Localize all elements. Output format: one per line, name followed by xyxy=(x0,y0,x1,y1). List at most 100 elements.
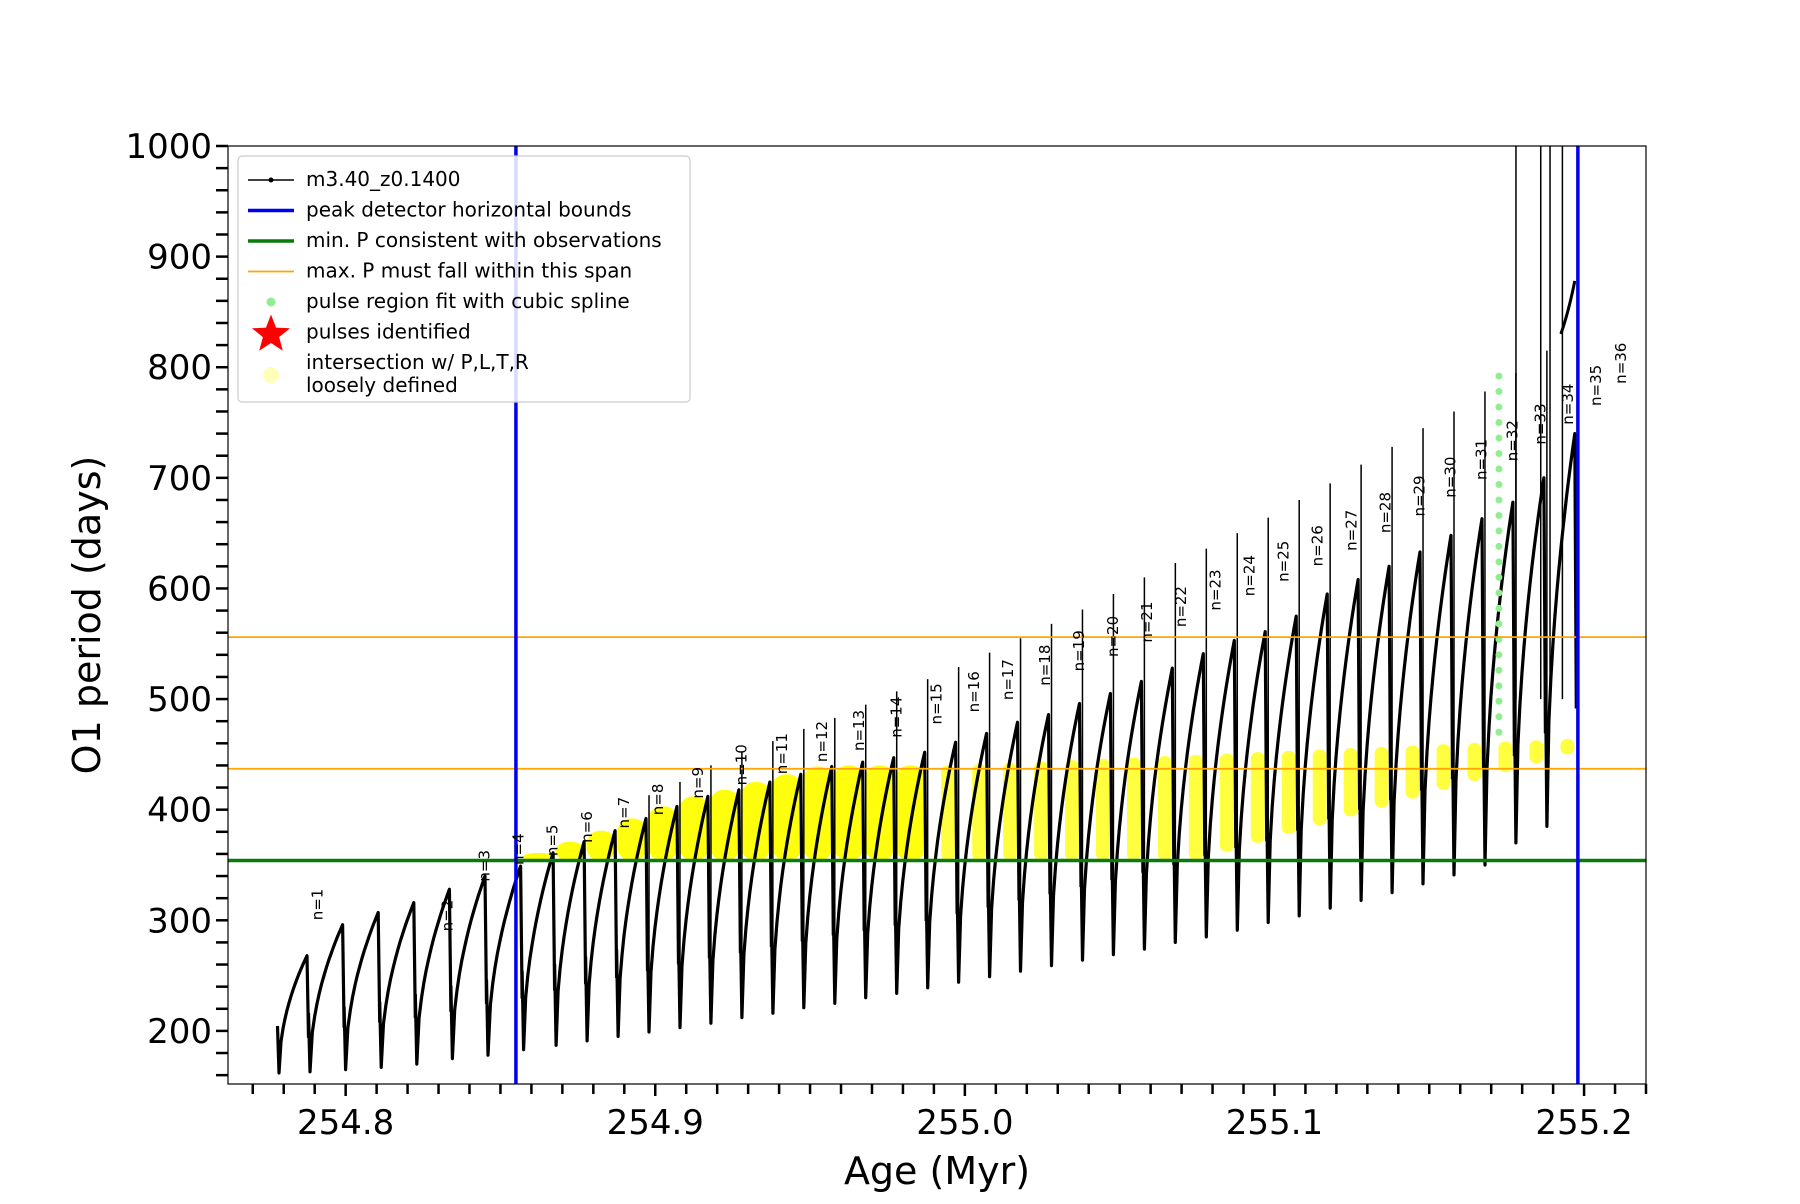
series-line-pulse xyxy=(1265,614,1300,925)
pulse-label: n=4 xyxy=(510,833,528,865)
legend-marker-star xyxy=(252,314,290,351)
pulse-label: n=13 xyxy=(850,710,868,751)
spline-point xyxy=(1495,728,1503,736)
legend-label: pulse region fit with cubic spline xyxy=(306,289,630,313)
series-line-pulse xyxy=(924,740,959,990)
legend-label-line: pulses identified xyxy=(306,320,471,344)
series-line-pulse xyxy=(955,731,990,984)
pulse-label: n=28 xyxy=(1377,492,1395,533)
intersection-region xyxy=(1560,738,1575,755)
pulse-label: n=24 xyxy=(1240,555,1258,596)
pulse-label: n=16 xyxy=(965,671,983,712)
y-tick-label: 200 xyxy=(147,1012,212,1052)
series-line-pulse xyxy=(520,851,557,1052)
spline-point xyxy=(1495,434,1503,442)
legend-marker-circle xyxy=(263,367,279,383)
series-line-pulse xyxy=(306,923,346,1074)
spline-point xyxy=(1495,465,1503,473)
axes-layer: 200 300 400 500 600 700 800 900 1000 254.8 254.9 25… xyxy=(125,127,1648,1143)
y-tick-label: 1000 xyxy=(125,127,212,167)
series-line-pulse xyxy=(800,764,835,1010)
pulse-label: n=31 xyxy=(1473,439,1491,480)
pulse-label: n=9 xyxy=(689,767,707,799)
legend-label-line: m3.40_z0.1400 xyxy=(306,167,461,191)
series-line-pulse xyxy=(1450,517,1486,877)
pulse-label: n=21 xyxy=(1138,601,1156,642)
legend-label: max. P must fall within this span xyxy=(306,259,632,283)
series-line-pulse xyxy=(615,816,650,1038)
series-line-pulse xyxy=(342,910,382,1072)
series-line-pulse xyxy=(378,901,417,1069)
series-line-pulse xyxy=(707,788,742,1025)
intersection-region xyxy=(1436,744,1451,790)
pulse-label: n=26 xyxy=(1308,525,1326,566)
pulse-label: n=18 xyxy=(1036,645,1054,686)
series-line-pulse xyxy=(1419,533,1455,886)
legend-label-line: max. P must fall within this span xyxy=(306,259,632,283)
legend-label: pulses identified xyxy=(306,320,471,344)
pulse-label: n=8 xyxy=(649,784,667,816)
intersection-region xyxy=(972,764,987,861)
series-line-pulse xyxy=(738,780,773,1020)
pulse-label: n=12 xyxy=(813,721,831,762)
legend-label: intersection w/ P,L,T,R loosely defined xyxy=(306,350,529,397)
intersection-region xyxy=(741,782,771,861)
spline-point xyxy=(1495,403,1503,411)
legend-box xyxy=(237,155,691,403)
series-line-pulse xyxy=(1048,701,1083,968)
intersection-region xyxy=(1250,752,1265,843)
pulse-label: n=17 xyxy=(999,659,1017,700)
legend-marker-dot xyxy=(266,297,276,307)
pulse-label: n=34 xyxy=(1559,384,1577,425)
pulse-label: n=11 xyxy=(773,733,791,774)
intersection-region xyxy=(555,841,585,861)
y-tick-label: 900 xyxy=(147,238,212,278)
pulse-label: n=7 xyxy=(615,797,633,829)
pulse-label: n=30 xyxy=(1442,457,1460,498)
spline-point xyxy=(1495,542,1503,550)
intersection-region xyxy=(1126,757,1141,861)
series-line-pulse xyxy=(449,874,489,1061)
legend-label-line: intersection w/ P,L,T,R xyxy=(306,350,529,374)
series-line-pulse xyxy=(645,804,681,1034)
series-line-pulse xyxy=(413,887,453,1066)
intersection-region xyxy=(1374,746,1389,808)
spline-point xyxy=(1495,682,1503,690)
x-axis-label: Age (Myr) xyxy=(844,1149,1030,1193)
spline-point xyxy=(1495,604,1503,612)
x-tick-label: 255.0 xyxy=(916,1103,1013,1143)
series-line-pulse xyxy=(1296,592,1331,918)
series-line-pulse xyxy=(553,840,588,1047)
spline-point xyxy=(1495,697,1503,705)
series-line-pulse xyxy=(1559,280,1577,335)
pulse-label: n=3 xyxy=(476,850,494,882)
y-tick-label: 800 xyxy=(147,348,212,388)
pulse-label: n=10 xyxy=(733,744,751,785)
x-tick-label: 255.2 xyxy=(1535,1103,1632,1143)
legend-label-line: pulse region fit with cubic spline xyxy=(306,289,630,313)
y-tick-label: 300 xyxy=(147,901,212,941)
legend-label-line: loosely defined xyxy=(306,373,458,397)
plot-area-frame xyxy=(227,145,1647,1085)
intersection-region xyxy=(1157,756,1172,861)
intersection-region xyxy=(522,852,554,861)
spline-point xyxy=(1495,388,1503,396)
spline-point xyxy=(1495,511,1503,519)
spline-point xyxy=(1495,713,1503,721)
pulse-label: n=14 xyxy=(887,697,905,738)
x-tick-label: 255.1 xyxy=(1226,1103,1323,1143)
series-line-pulse xyxy=(1389,550,1424,895)
series-line-pulse xyxy=(1079,691,1114,962)
spline-point xyxy=(1495,450,1503,458)
intersection-region xyxy=(710,789,740,861)
series-line-pulse xyxy=(1172,652,1207,944)
pulse-label: n=33 xyxy=(1531,403,1549,444)
series-line-pulse xyxy=(986,720,1021,979)
series-line-pulse xyxy=(831,760,866,1005)
pulse-label: n=25 xyxy=(1274,541,1292,582)
intersection-region xyxy=(1095,758,1110,861)
intersection-region xyxy=(1065,760,1079,861)
intersection-region xyxy=(1467,742,1482,781)
